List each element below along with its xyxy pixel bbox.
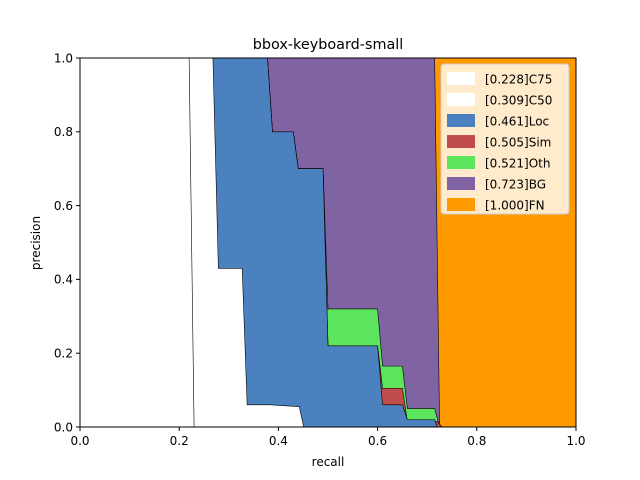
chart-title: bbox-keyboard-small [253, 37, 404, 53]
x-axis-label: recall [312, 455, 345, 469]
y-tick-label: 0.2 [54, 347, 73, 361]
legend-label-c75: [0.228]C75 [485, 73, 552, 87]
legend: [0.228]C75 [0.309]C50 [0.461]Loc [0.505]Sim… [440, 63, 570, 215]
area-c75 [79, 57, 195, 428]
legend-swatch-sim [447, 135, 475, 148]
legend-label-c50: [0.309]C50 [485, 94, 552, 108]
legend-swatch-c75 [447, 72, 475, 85]
legend-label-loc: [0.461]Loc [485, 115, 549, 129]
axes: 0.0 0.2 0.4 0.6 0.8 1.0 0.0 0.2 0.4 0.6 0.8 1.0 [54, 51, 586, 448]
legend-label-bg: [0.723]BG [485, 178, 546, 192]
legend-label-oth: [0.521]Oth [485, 157, 550, 171]
y-tick-label: 0.4 [54, 273, 73, 287]
legend-swatch-fn [447, 198, 475, 211]
x-tick-label: 0.0 [70, 434, 89, 448]
y-axis-label: precision [29, 216, 43, 270]
x-tick-label: 0.4 [269, 434, 288, 448]
x-tick-label: 1.0 [566, 434, 585, 448]
legend-label-fn: [1.000]FN [485, 199, 545, 213]
legend-swatch-oth [447, 156, 475, 169]
x-tick-label: 0.6 [368, 434, 387, 448]
x-tick-label: 0.2 [170, 434, 189, 448]
plot-frame [79, 57, 577, 428]
x-tick-label: 0.8 [467, 434, 486, 448]
y-tick-label: 0.0 [54, 420, 73, 434]
legend-swatch-c50 [447, 93, 475, 106]
legend-swatch-loc [447, 114, 475, 127]
legend-label-sim: [0.505]Sim [485, 136, 551, 150]
y-tick-label: 0.8 [54, 125, 73, 139]
y-tick-label: 1.0 [54, 51, 73, 65]
y-tick-label: 0.6 [54, 199, 73, 213]
legend-swatch-bg [447, 177, 475, 190]
